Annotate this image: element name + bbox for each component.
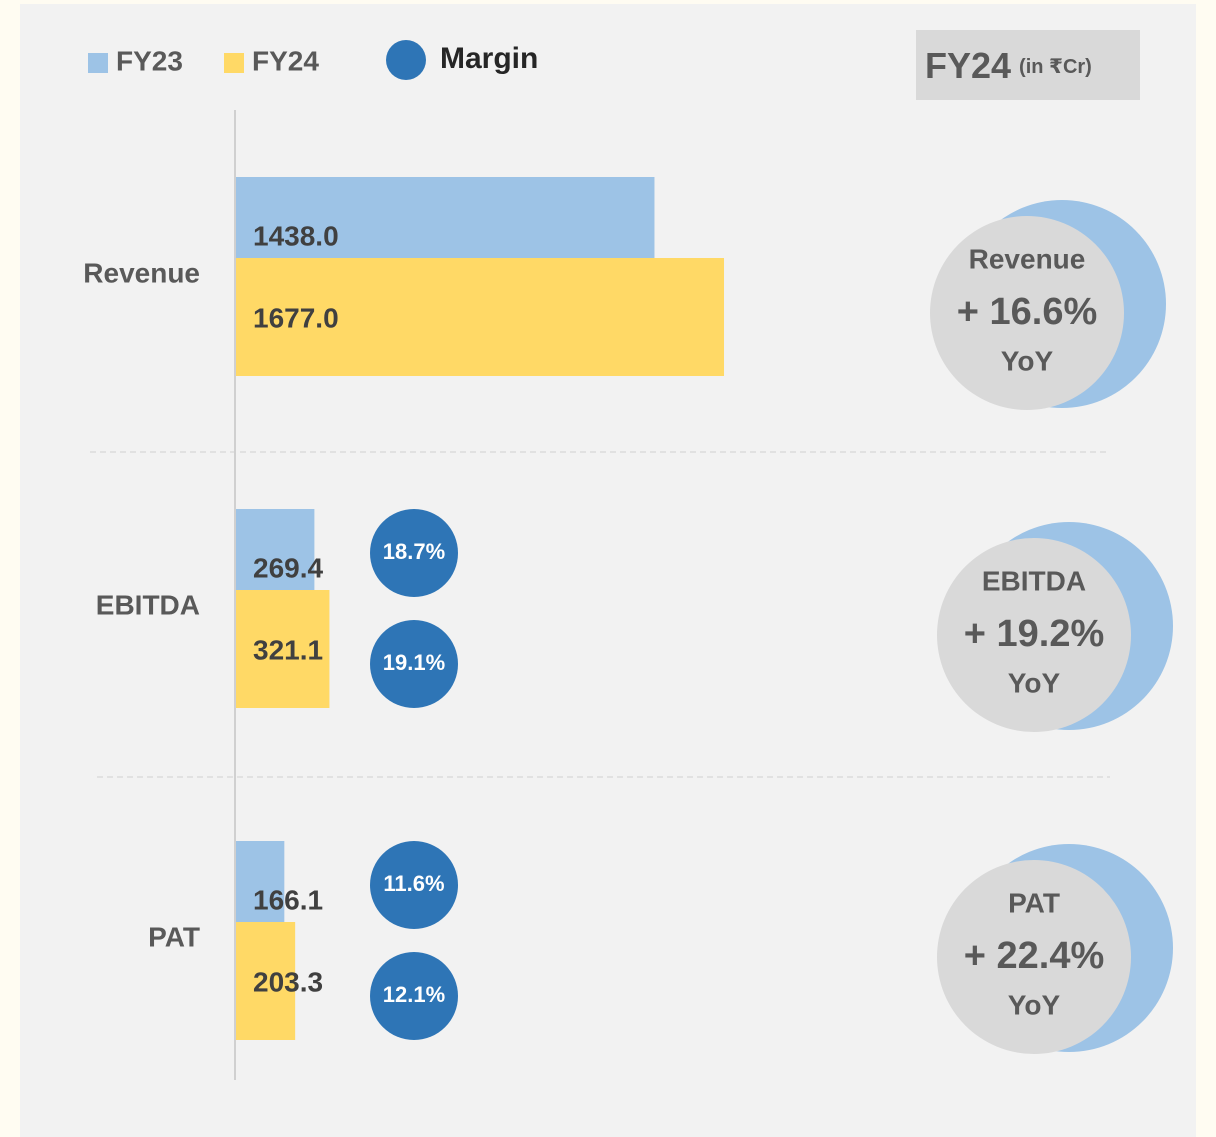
growth-category: Revenue: [969, 243, 1086, 274]
legend-label: FY24: [252, 45, 319, 76]
value-label: 166.1: [253, 884, 323, 915]
value-label: 1438.0: [253, 220, 339, 251]
bar: [236, 922, 296, 1040]
value-label: 1677.0: [253, 302, 339, 333]
bar: [236, 841, 285, 922]
margin-label: 19.1%: [383, 650, 445, 675]
growth-category: PAT: [1008, 887, 1060, 918]
legend-swatch: [386, 40, 426, 80]
bar: [236, 590, 330, 708]
margin-bubble: [370, 952, 458, 1040]
growth-value: + 19.2%: [964, 613, 1105, 655]
growth-suffix: YoY: [1008, 667, 1061, 698]
category-label: Revenue: [83, 257, 200, 288]
margin-label: 12.1%: [383, 982, 445, 1007]
legend-swatch: [224, 53, 244, 73]
value-label: 269.4: [253, 552, 323, 583]
margin-bubble: [370, 620, 458, 708]
growth-circle: [937, 860, 1131, 1054]
growth-category: EBITDA: [982, 565, 1086, 596]
growth-value: + 22.4%: [964, 935, 1105, 977]
growth-suffix: YoY: [1001, 345, 1054, 376]
bar: [236, 258, 725, 376]
margin-bubble: [370, 509, 458, 597]
growth-suffix: YoY: [1008, 989, 1061, 1020]
legend-label: FY23: [116, 45, 183, 76]
legend-swatch: [88, 53, 108, 73]
value-label: 321.1: [253, 634, 323, 665]
bar: [236, 177, 655, 258]
badge-title: FY24 (in ₹Cr): [925, 45, 1092, 86]
margin-bubble: [370, 841, 458, 929]
margin-label: 18.7%: [383, 539, 445, 564]
category-label: EBITDA: [96, 589, 200, 620]
growth-value: + 16.6%: [957, 291, 1098, 333]
bar: [236, 509, 315, 590]
growth-circle: [937, 538, 1131, 732]
margin-label: 11.6%: [383, 871, 444, 896]
badge: [916, 30, 1140, 100]
legend-label: Margin: [440, 42, 538, 75]
growth-circle: [930, 216, 1124, 410]
value-label: 203.3: [253, 966, 323, 997]
category-label: PAT: [148, 921, 200, 952]
